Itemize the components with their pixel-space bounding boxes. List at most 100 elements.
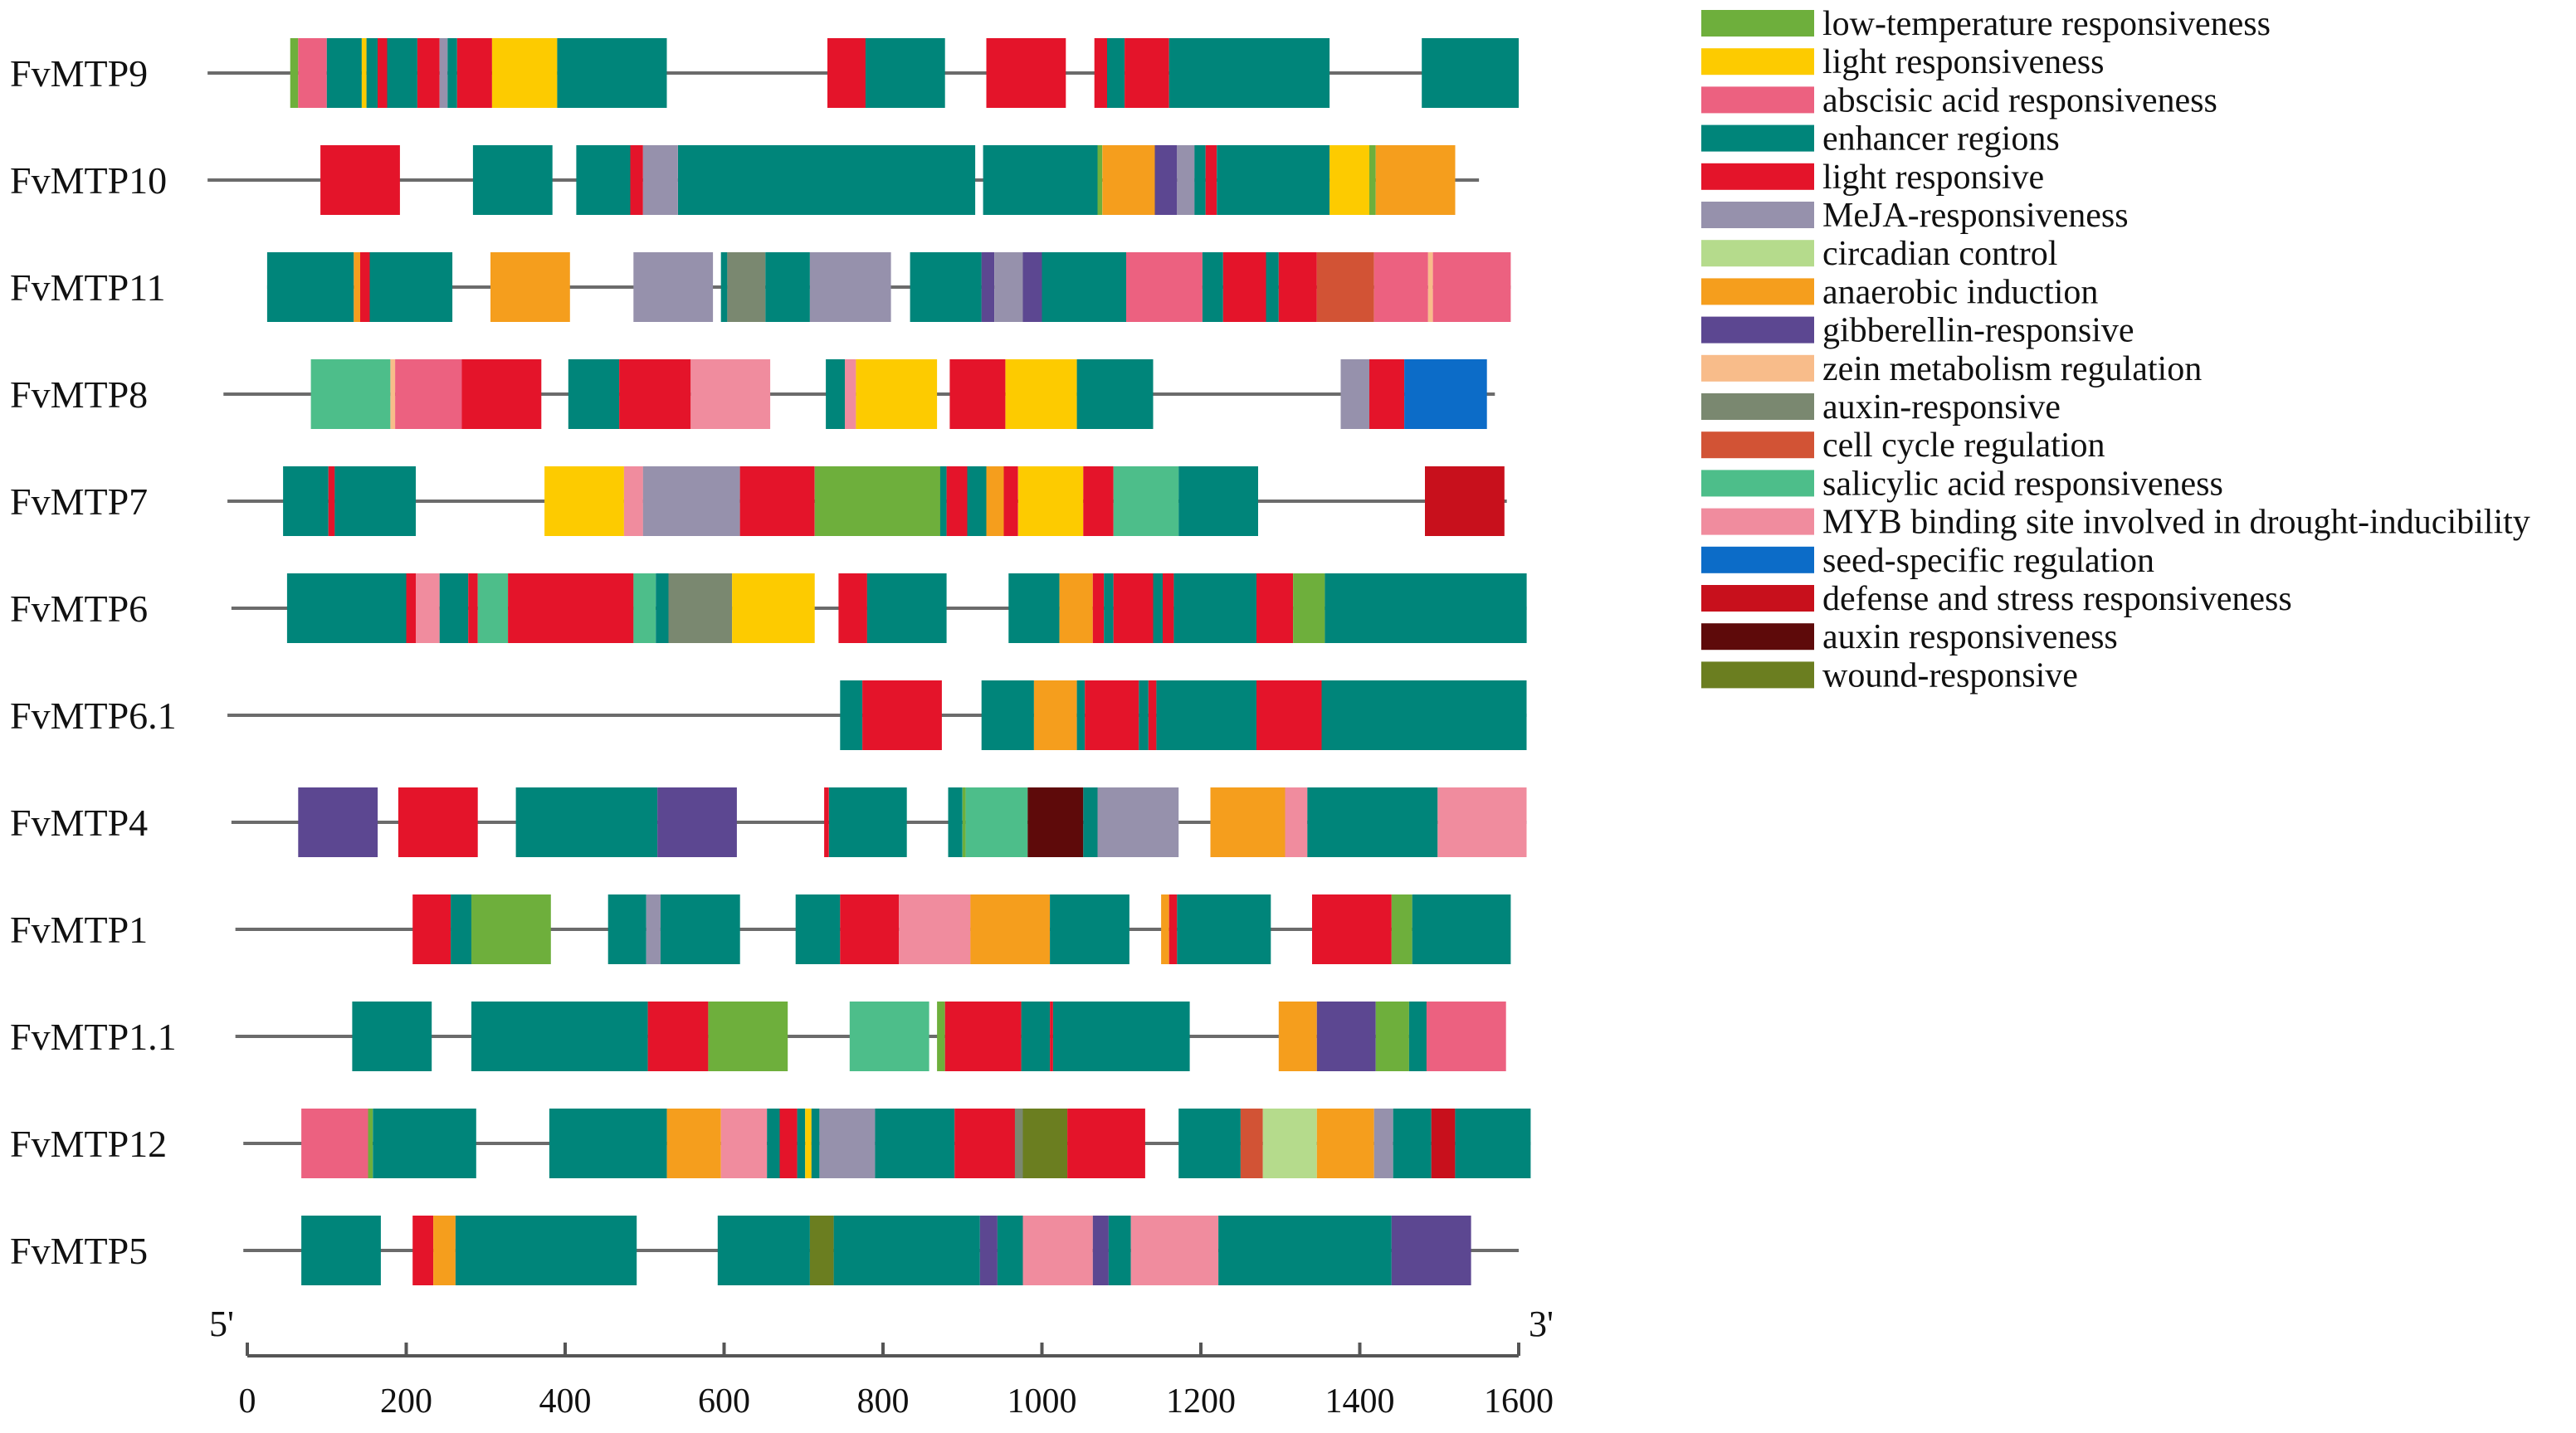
cis-element-lr bbox=[862, 680, 942, 750]
legend-item: MeJA-responsiveness bbox=[1701, 197, 2129, 235]
legend-label: zein metabolism regulation bbox=[1822, 350, 2202, 388]
cis-element-myb bbox=[1437, 787, 1527, 857]
gene-row: FvMTP10 bbox=[10, 145, 1480, 215]
legend-label: auxin-responsive bbox=[1822, 388, 2061, 426]
cis-element-lr bbox=[468, 573, 478, 643]
legend-item: circadian control bbox=[1701, 235, 2057, 273]
cis-element-lr bbox=[1085, 680, 1139, 750]
cis-element-enh bbox=[1307, 787, 1438, 857]
gene-row: FvMTP9 bbox=[10, 38, 1519, 108]
cis-element-aux bbox=[727, 252, 766, 322]
gene-label: FvMTP7 bbox=[10, 480, 148, 523]
cis-element-gib bbox=[1022, 252, 1042, 322]
cis-element-enh bbox=[795, 894, 841, 964]
cis-element-enh bbox=[1008, 573, 1060, 643]
cis-element-gib bbox=[1391, 1216, 1471, 1285]
cis-element-meja bbox=[1097, 787, 1179, 857]
cis-element-light bbox=[361, 38, 367, 108]
cis-element-enh bbox=[549, 1109, 667, 1178]
legend-item: light responsiveness bbox=[1701, 43, 2104, 81]
cis-element-gib bbox=[981, 252, 994, 322]
cis-element-aux2 bbox=[1027, 787, 1084, 857]
cis-element-lr bbox=[1256, 680, 1322, 750]
gene-row: FvMTP8 bbox=[10, 359, 1495, 429]
cis-element-seed bbox=[1404, 359, 1487, 429]
cis-element-lowtemp bbox=[1369, 145, 1376, 215]
cis-element-lowtemp bbox=[708, 1002, 788, 1071]
axis-tick-label: 1600 bbox=[1484, 1382, 1554, 1421]
cis-element-enh bbox=[983, 145, 1098, 215]
five-prime-label: 5' bbox=[209, 1304, 234, 1344]
legend-label: wound-responsive bbox=[1822, 656, 2078, 695]
cis-element-light bbox=[805, 1109, 812, 1178]
cis-element-enh bbox=[515, 787, 657, 857]
legend-item: MYB binding site involved in drought-ind… bbox=[1701, 504, 2530, 542]
cis-element-gib bbox=[1154, 145, 1178, 215]
cis-element-cell bbox=[1316, 252, 1374, 322]
cis-element-enh bbox=[568, 359, 620, 429]
cis-element-enh bbox=[981, 680, 1034, 750]
legend-swatch bbox=[1701, 316, 1814, 344]
cis-element-myb bbox=[1022, 1216, 1093, 1285]
cis-element-meja bbox=[633, 252, 714, 322]
cis-element-enh bbox=[811, 1109, 820, 1178]
cis-element-enh bbox=[1218, 1216, 1392, 1285]
axis-tick-label: 0 bbox=[239, 1382, 256, 1421]
cis-element-zein bbox=[390, 359, 396, 429]
cis-element-lr bbox=[840, 894, 900, 964]
cis-element-light bbox=[544, 466, 624, 536]
cis-element-anae bbox=[490, 252, 570, 322]
cis-element-enh bbox=[967, 466, 987, 536]
cis-element-sal bbox=[633, 573, 656, 643]
cis-element-enh bbox=[1393, 1109, 1432, 1178]
cis-element-enh bbox=[1173, 573, 1256, 643]
cis-element-enh bbox=[1083, 787, 1098, 857]
gene-label: FvMTP10 bbox=[10, 159, 167, 202]
legend-swatch bbox=[1701, 124, 1814, 152]
cis-element-enh bbox=[840, 680, 863, 750]
legend-label: abscisic acid responsiveness bbox=[1822, 81, 2217, 119]
cis-element-enh bbox=[1107, 38, 1125, 108]
legend-swatch bbox=[1701, 163, 1814, 190]
cis-element-lr bbox=[1094, 38, 1107, 108]
cis-element-enh bbox=[1042, 252, 1126, 322]
cis-element-enh bbox=[1177, 894, 1271, 964]
gene-label: FvMTP11 bbox=[10, 266, 165, 309]
cis-element-enh bbox=[1052, 1002, 1190, 1071]
cis-element-lr bbox=[779, 1109, 798, 1178]
cis-element-enh bbox=[875, 1109, 955, 1178]
cis-element-enh bbox=[1050, 894, 1129, 964]
cis-element-meja bbox=[1177, 145, 1195, 215]
cis-element-enh bbox=[826, 359, 846, 429]
cis-element-lr bbox=[824, 787, 829, 857]
cis-element-light bbox=[732, 573, 815, 643]
legend-swatch bbox=[1701, 202, 1814, 228]
cis-element-lr bbox=[1113, 573, 1154, 643]
cis-element-aux bbox=[668, 573, 733, 643]
gene-row: FvMTP1.1 bbox=[10, 1002, 1506, 1071]
cis-element-gib bbox=[1316, 1002, 1376, 1071]
gene-label: FvMTP4 bbox=[10, 802, 148, 844]
cis-element-enh bbox=[939, 466, 947, 536]
cis-element-myb bbox=[416, 573, 440, 643]
legend-label: auxin responsiveness bbox=[1822, 618, 2118, 656]
axis-tick-label: 200 bbox=[380, 1382, 432, 1421]
legend-swatch bbox=[1701, 508, 1814, 535]
cis-element-enh bbox=[1076, 359, 1154, 429]
cis-element-sal bbox=[477, 573, 509, 643]
cis-element-lr bbox=[508, 573, 634, 643]
cis-element-lowtemp bbox=[962, 787, 966, 857]
cis-element-lowtemp bbox=[368, 1109, 373, 1178]
legend-label: enhancer regions bbox=[1822, 120, 2060, 158]
cis-element-enh bbox=[767, 1109, 780, 1178]
cis-element-aba bbox=[301, 1109, 368, 1178]
cis-element-lr bbox=[1222, 252, 1266, 322]
cis-element-gib bbox=[1092, 1216, 1109, 1285]
cis-element-anae bbox=[666, 1109, 721, 1178]
cis-element-enh bbox=[472, 145, 553, 215]
cis-element-light bbox=[1329, 145, 1369, 215]
cis-element-zein bbox=[1427, 252, 1433, 322]
cis-element-enh bbox=[286, 573, 407, 643]
legend-item: cell cycle regulation bbox=[1701, 426, 2105, 465]
